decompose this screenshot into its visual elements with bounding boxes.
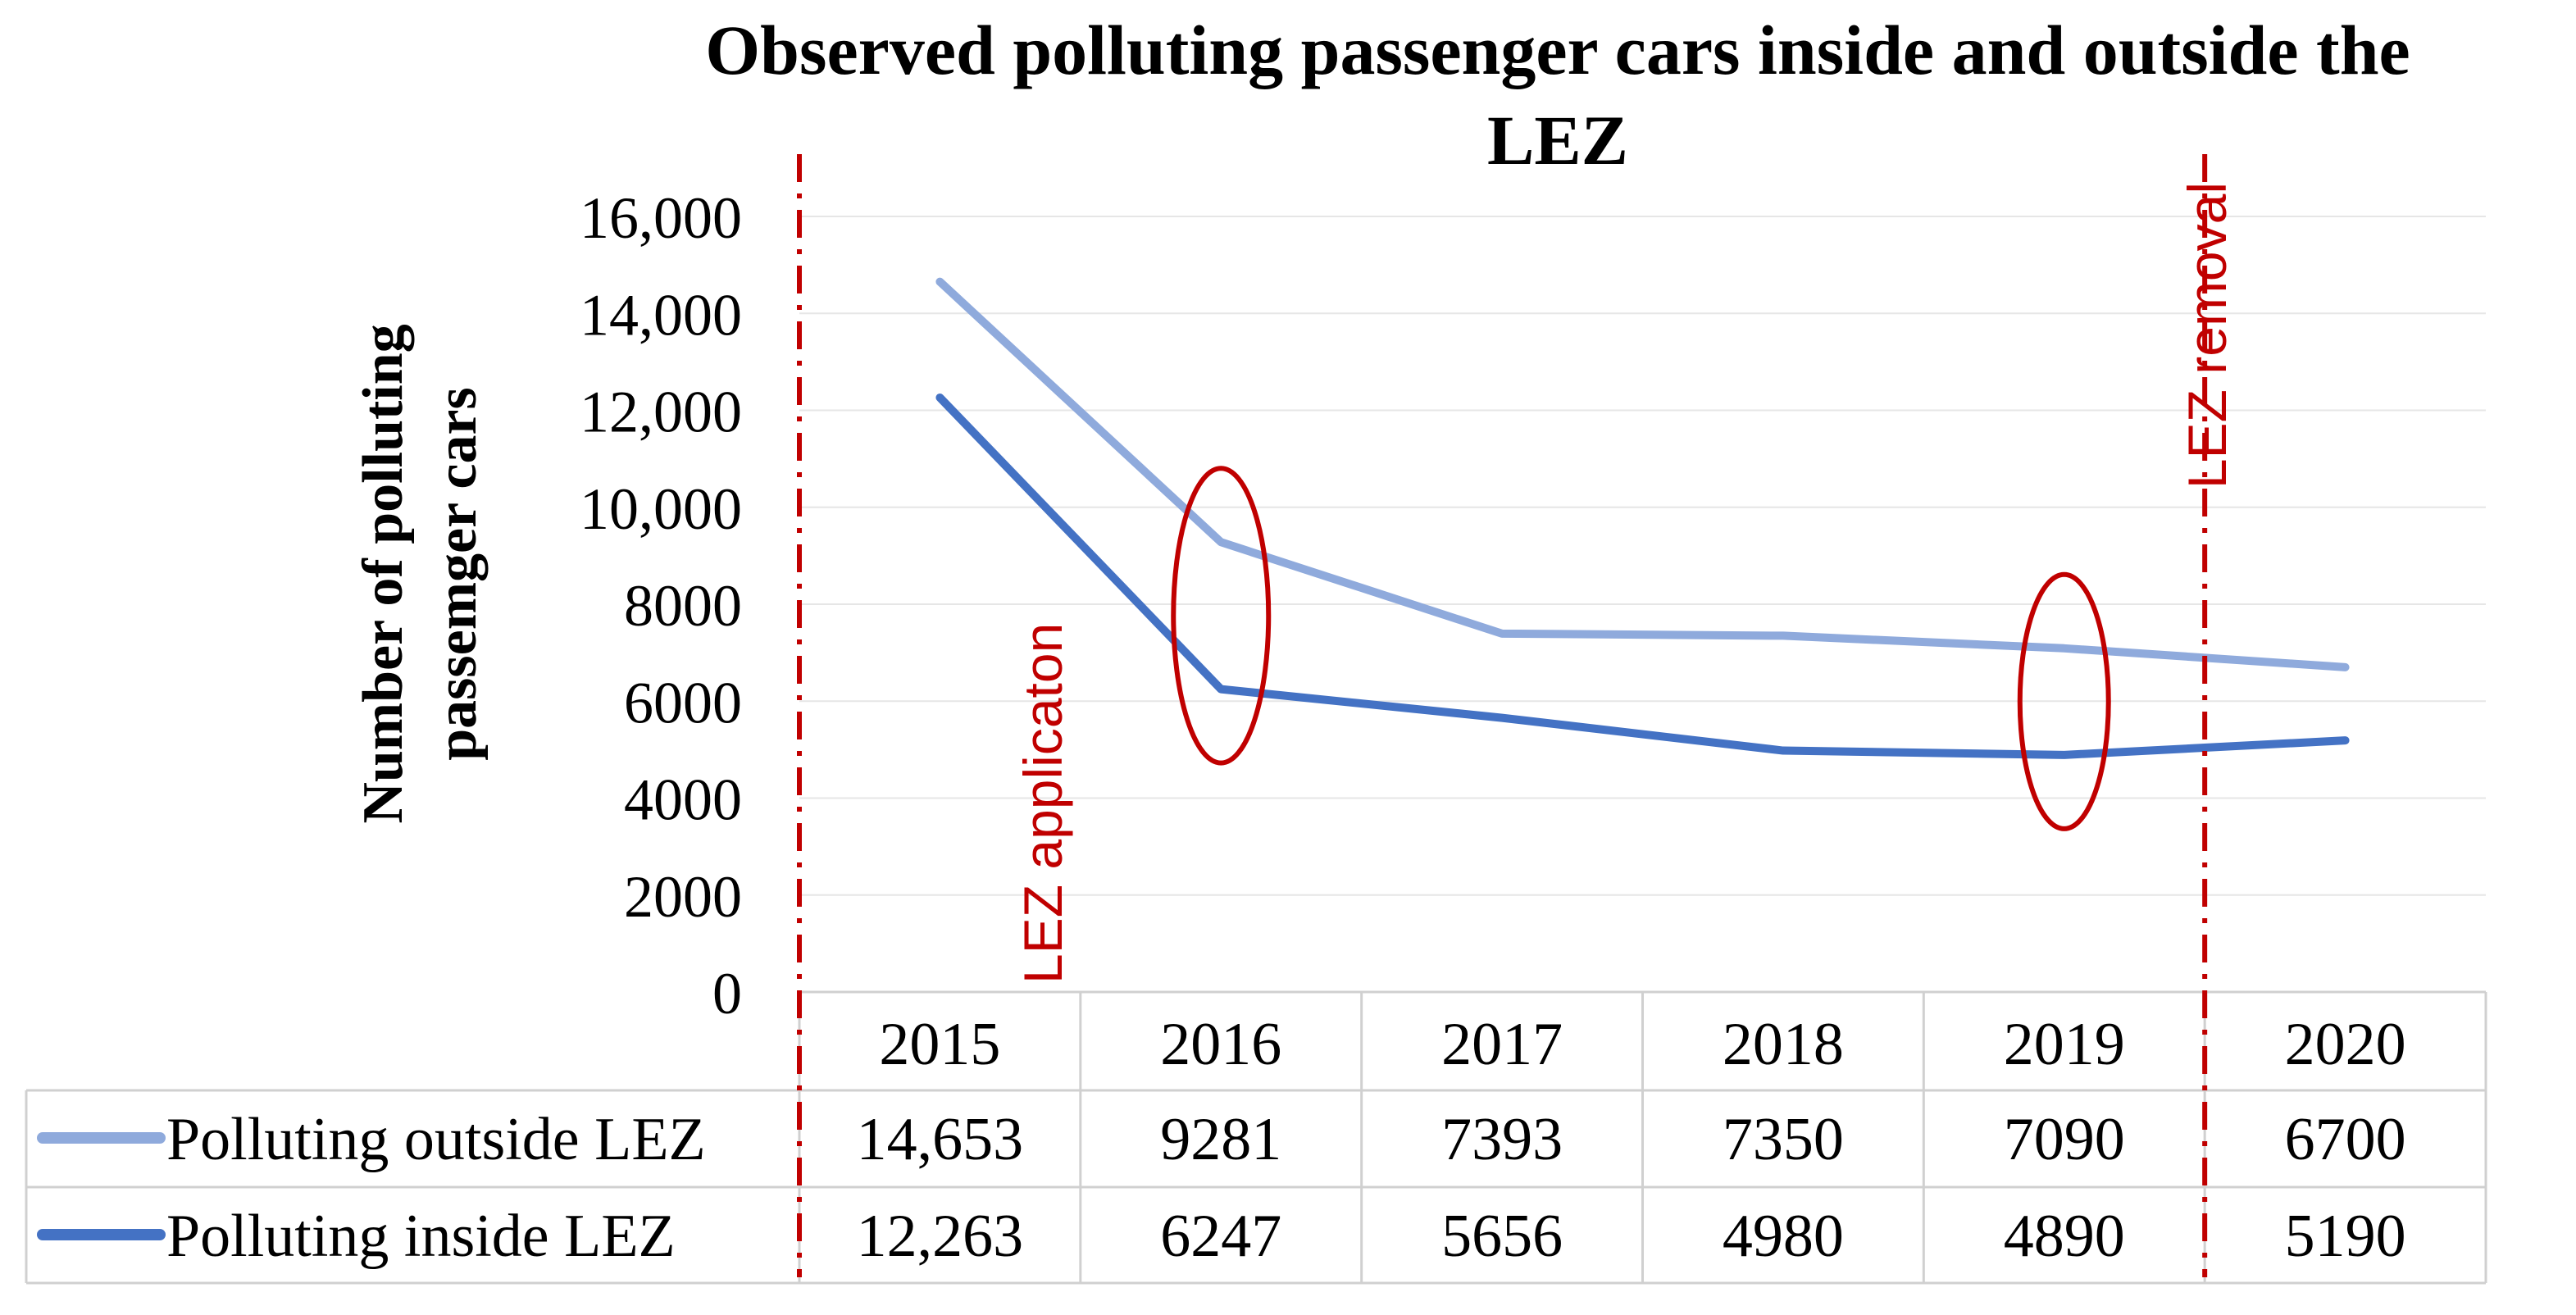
y-tick-label: 0	[712, 961, 742, 1026]
y-axis-ticks: 0 2000 4000 6000 8000 10,000 12,000 14,000 16,00…	[580, 185, 742, 1026]
x-category-label: 2018	[1723, 1011, 1844, 1078]
x-category-label: 2019	[2004, 1011, 2125, 1078]
data-table-value: 9281	[1160, 1106, 1281, 1173]
y-tick-label: 4000	[624, 767, 742, 833]
y-tick-label: 14,000	[580, 282, 742, 348]
y-tick-label: 2000	[624, 864, 742, 930]
highlight-ellipse	[1171, 466, 1272, 766]
data-table-value: 14,653	[857, 1106, 1024, 1173]
x-category-label: 2017	[1441, 1011, 1563, 1078]
data-table-value: 7393	[1441, 1106, 1563, 1173]
data-table-value: 12,263	[857, 1203, 1024, 1270]
series-line-outside	[935, 277, 2350, 671]
data-table-value: 7350	[1723, 1106, 1844, 1173]
data-table-value: 4980	[1723, 1203, 1844, 1270]
x-category-label: 2020	[2285, 1011, 2406, 1078]
legend-label: Polluting inside LEZ	[166, 1203, 676, 1270]
data-table-value: 5190	[2285, 1203, 2406, 1270]
y-axis-label-line-1: Number of polluting	[352, 324, 415, 823]
legend-label: Polluting outside LEZ	[166, 1106, 706, 1173]
annotations: LEZ applicaton LEZ removal	[797, 154, 2237, 1277]
y-tick-label: 10,000	[580, 476, 742, 542]
y-tick-label: 16,000	[580, 185, 742, 251]
highlight-ellipse	[2017, 571, 2111, 831]
series-lines	[935, 277, 2350, 759]
data-table-value: 4890	[2004, 1203, 2125, 1270]
data-table-value: 6247	[1160, 1203, 1281, 1270]
x-category-label: 2016	[1160, 1011, 1281, 1078]
y-tick-label: 12,000	[580, 380, 742, 445]
annotation-label: LEZ removal	[2177, 182, 2237, 489]
data-table: 2015 2016 2017 2018 2019 2020 Polluting outsid…	[25, 990, 2487, 1285]
y-tick-label: 6000	[624, 670, 742, 735]
chart-title-line-2: LEZ	[1487, 101, 1628, 180]
y-axis-label-line-2: passemger cars	[426, 387, 489, 761]
y-tick-label: 8000	[624, 573, 742, 639]
data-table-value: 5656	[1441, 1203, 1563, 1270]
data-table-value: 7090	[2004, 1106, 2125, 1173]
data-table-value: 6700	[2285, 1106, 2406, 1173]
x-category-label: 2015	[879, 1011, 1000, 1078]
annotation-label: LEZ applicaton	[1013, 623, 1073, 984]
chart-title-line-1: Observed polluting passenger cars inside…	[705, 11, 2410, 89]
